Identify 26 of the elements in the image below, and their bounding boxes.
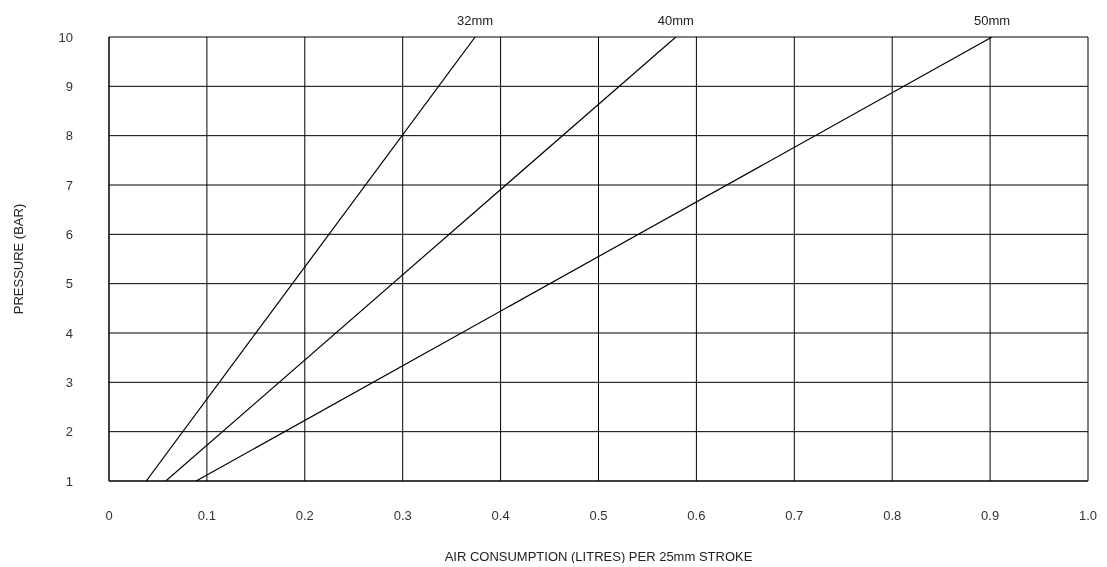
x-tick-label: 0.6 xyxy=(687,508,706,524)
y-tick-label: 7 xyxy=(65,177,73,193)
x-tick-label: 0.2 xyxy=(295,508,314,524)
x-tick-label: 0.5 xyxy=(589,508,608,524)
y-tick-label: 9 xyxy=(65,78,73,94)
x-tick-label: 1.0 xyxy=(1078,508,1098,524)
series-label: 32mm xyxy=(457,13,494,28)
y-tick-label: 8 xyxy=(65,128,73,144)
x-tick-label: 0.4 xyxy=(491,508,510,524)
x-tick-label: 0.9 xyxy=(981,508,1000,524)
y-tick-label: 1 xyxy=(65,473,73,489)
x-tick-label: 0.8 xyxy=(883,508,902,524)
y-tick-label: 4 xyxy=(65,325,73,341)
y-tick-label: 5 xyxy=(65,276,73,292)
series-label: 50mm xyxy=(974,13,1011,28)
y-tick-label: 2 xyxy=(65,424,73,440)
y-tick-label: 3 xyxy=(65,374,73,390)
y-tick-label: 10 xyxy=(58,29,73,45)
x-tick-label: 0.1 xyxy=(197,508,216,524)
x-tick-label: 0.3 xyxy=(393,508,412,524)
y-tick-label: 6 xyxy=(65,226,73,242)
x-tick-label: 0 xyxy=(105,508,113,524)
x-axis-title: AIR CONSUMPTION (LITRES) PER 25mm STROKE xyxy=(444,549,753,564)
y-axis-title: PRESSURE (BAR) xyxy=(10,203,26,315)
x-tick-label: 0.7 xyxy=(785,508,804,524)
series-label: 40mm xyxy=(657,13,694,28)
